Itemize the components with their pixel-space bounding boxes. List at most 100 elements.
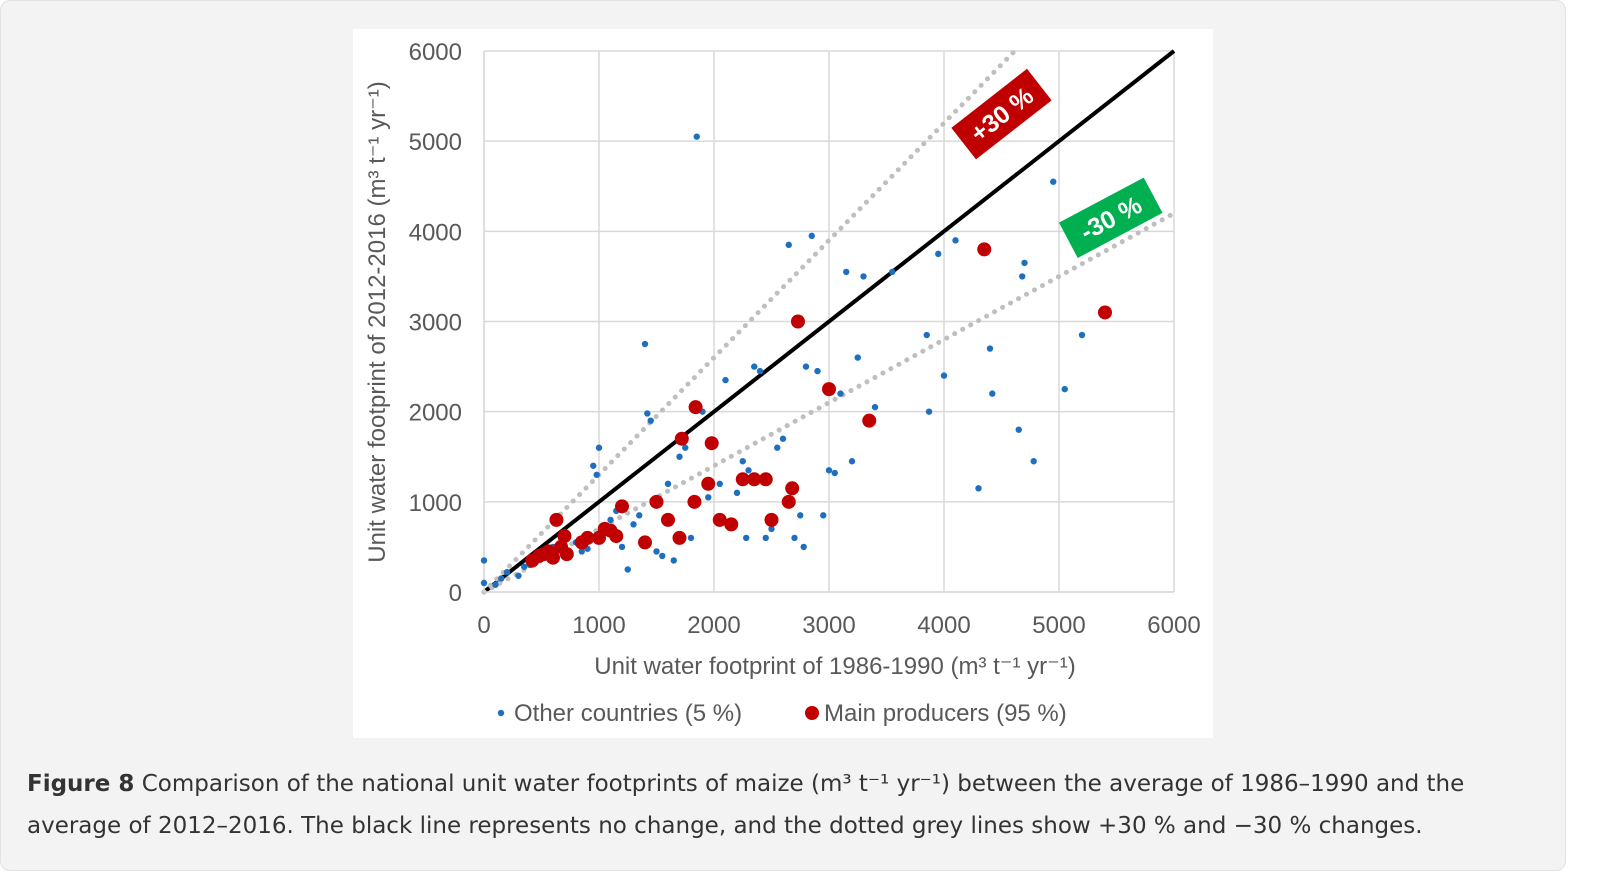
scatter-chart: 0 1000 2000 3000 4000 5000 6000 0 1000 2000 3000 40… xyxy=(364,39,1201,727)
x-tick-label: 6000 xyxy=(1147,612,1200,639)
figure-caption: Figure 8 Comparison of the national unit… xyxy=(27,763,1527,847)
change-line-minus30 xyxy=(481,210,1177,595)
point-other-country xyxy=(768,525,775,533)
point-other-country xyxy=(791,534,798,542)
point-main-producer xyxy=(701,476,716,491)
point-main-producer xyxy=(674,431,689,446)
point-other-country xyxy=(515,572,522,579)
point-other-country xyxy=(644,410,651,417)
point-other-country xyxy=(814,367,821,375)
point-other-country xyxy=(860,273,867,280)
point-other-country xyxy=(935,250,942,258)
point-main-producer xyxy=(580,530,595,545)
point-other-country xyxy=(785,241,792,249)
point-main-producer xyxy=(615,499,629,514)
x-tick-label: 0 xyxy=(477,612,490,639)
legend-marker-other-countries xyxy=(497,709,505,717)
point-main-producer xyxy=(687,494,702,509)
point-other-country xyxy=(854,354,861,361)
point-main-producer xyxy=(688,400,703,415)
point-main-producer xyxy=(546,550,560,565)
point-other-country xyxy=(952,237,959,244)
point-other-country xyxy=(925,408,933,415)
point-other-country xyxy=(653,548,660,555)
point-main-producer xyxy=(649,494,664,509)
x-tick-label: 1000 xyxy=(572,612,625,639)
point-other-country xyxy=(739,458,746,465)
point-other-country xyxy=(808,232,815,240)
tick-labels: 0 1000 2000 3000 4000 5000 6000 0 1000 2000 3000 40… xyxy=(409,39,1201,639)
point-other-country xyxy=(676,453,683,460)
point-main-producer xyxy=(790,314,805,329)
point-main-producer xyxy=(758,472,773,487)
point-other-country xyxy=(607,516,614,524)
legend: Other countries (5 %) Main producers (95… xyxy=(497,700,1067,727)
figure-panel: 0 1000 2000 3000 4000 5000 6000 0 1000 2000 3000 40… xyxy=(0,0,1566,871)
point-main-producer xyxy=(1098,305,1112,320)
point-other-country xyxy=(762,534,769,542)
point-main-producer xyxy=(559,547,574,562)
point-main-producer xyxy=(822,382,836,397)
point-other-country xyxy=(480,579,488,587)
point-other-country xyxy=(659,552,666,560)
point-other-country xyxy=(1015,426,1022,433)
y-axis-title: Unit water footprint of 2012-2016 (m³ t⁻… xyxy=(364,81,391,563)
x-axis-title: Unit water footprint of 1986-1990 (m³ t⁻… xyxy=(594,653,1076,680)
figure-image: 0 1000 2000 3000 4000 5000 6000 0 1000 2000 3000 40… xyxy=(353,29,1213,738)
point-other-country xyxy=(745,467,752,474)
point-other-country xyxy=(751,363,758,370)
point-other-country xyxy=(480,557,488,564)
point-other-country xyxy=(843,268,850,276)
point-other-country xyxy=(636,512,643,519)
point-main-producer xyxy=(862,413,877,428)
y-tick-label: 4000 xyxy=(409,219,462,246)
point-other-country xyxy=(624,566,631,573)
x-tick-label: 5000 xyxy=(1032,612,1085,639)
point-other-country xyxy=(492,581,499,588)
y-tick-label: 0 xyxy=(449,580,462,607)
point-other-country xyxy=(871,403,879,411)
point-other-country xyxy=(774,444,781,451)
annotations: +30 %-30 % xyxy=(951,68,1163,259)
point-other-country xyxy=(590,462,597,469)
point-main-producer xyxy=(704,436,719,451)
point-other-country xyxy=(975,485,982,492)
legend-label-main-producers: Main producers (95 %) xyxy=(824,700,1067,727)
point-main-producer xyxy=(764,512,779,527)
point-other-country xyxy=(687,534,695,542)
x-tick-label: 2000 xyxy=(687,612,740,639)
point-other-country xyxy=(989,390,996,397)
plus30-badge: +30 % xyxy=(951,68,1052,160)
y-tick-label: 1000 xyxy=(409,490,462,517)
legend-label-other-countries: Other countries (5 %) xyxy=(514,700,742,727)
point-other-country xyxy=(756,367,764,375)
legend-marker-main-producers xyxy=(805,706,819,720)
y-tick-label: 5000 xyxy=(409,129,462,156)
point-main-producer xyxy=(661,512,675,527)
point-other-country xyxy=(779,435,787,442)
point-other-country xyxy=(1061,385,1068,393)
point-other-country xyxy=(800,543,807,551)
point-other-country xyxy=(1021,259,1028,267)
point-other-country xyxy=(1078,331,1086,339)
point-other-country xyxy=(618,543,626,551)
point-main-producer xyxy=(638,535,652,550)
point-other-country xyxy=(940,372,948,379)
figure-label: Figure 8 xyxy=(27,771,135,797)
point-other-country xyxy=(825,467,833,474)
caption-text: Comparison of the national unit water fo… xyxy=(27,771,1465,839)
point-main-producer xyxy=(747,472,762,487)
point-other-country xyxy=(578,548,585,555)
point-other-country xyxy=(670,557,677,564)
point-other-country xyxy=(986,345,994,352)
point-other-country xyxy=(848,458,856,465)
y-tick-label: 3000 xyxy=(409,310,462,337)
point-main-producer xyxy=(977,242,992,257)
data-points xyxy=(480,133,1112,588)
point-other-country xyxy=(693,133,700,140)
y-tick-label: 6000 xyxy=(409,39,462,66)
axes xyxy=(483,51,1174,593)
no-change-line xyxy=(482,49,1176,594)
reference-lines xyxy=(481,48,1177,595)
point-other-country xyxy=(593,471,600,478)
